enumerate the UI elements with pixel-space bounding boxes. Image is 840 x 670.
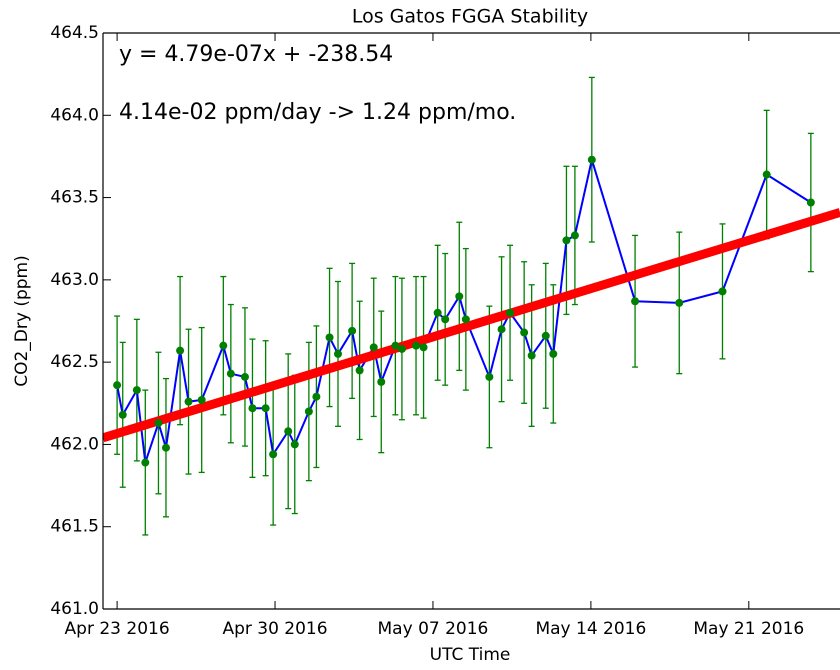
data-point (132, 386, 141, 395)
data-point (269, 450, 278, 459)
annotation: 4.14e-02 ppm/day -> 1.24 ppm/mo. (119, 100, 516, 125)
data-point (441, 315, 450, 324)
data-point (506, 308, 515, 317)
plot-area (103, 76, 840, 536)
data-point (312, 392, 321, 401)
data-point (290, 440, 299, 449)
y-axis-label: CO2_Dry (ppm) (12, 255, 32, 387)
data-point (219, 341, 228, 350)
data-point (527, 351, 536, 360)
data-point (284, 427, 293, 436)
x-tick-label: May 07 2016 (378, 619, 489, 639)
data-point (562, 236, 571, 245)
annotation: y = 4.79e-07x + -238.54 (119, 42, 393, 67)
data-point (113, 381, 122, 390)
data-point (433, 308, 442, 317)
data-point (377, 377, 386, 386)
data-point (541, 331, 550, 340)
data-point (461, 315, 470, 324)
data-point (248, 404, 257, 413)
data-point (355, 366, 364, 375)
data-point (806, 198, 815, 207)
data-point (587, 155, 596, 164)
data-point (161, 443, 170, 452)
data-point (154, 419, 163, 428)
data-point (261, 404, 270, 413)
data-point (455, 292, 464, 301)
chart-title: Los Gatos FGGA Stability (352, 6, 588, 28)
data-point (197, 395, 206, 404)
data-point (118, 410, 127, 419)
data-point (631, 297, 640, 306)
data-point (334, 349, 343, 358)
data-point (397, 344, 406, 353)
data-point (226, 369, 235, 378)
data-point (762, 170, 771, 179)
x-tick-label: Apr 23 2016 (65, 619, 170, 639)
data-point (325, 333, 334, 342)
data-point (520, 328, 529, 337)
y-tick-label: 461.0 (50, 599, 99, 619)
fit-line (103, 208, 840, 443)
x-tick-label: Apr 30 2016 (222, 619, 327, 639)
data-point (570, 231, 579, 240)
data-point (675, 298, 684, 307)
y-tick-label: 462.0 (50, 434, 99, 454)
y-tick-label: 463.0 (50, 270, 99, 290)
x-axis-label: UTC Time (430, 645, 511, 665)
data-point (240, 372, 249, 381)
data-point (497, 325, 506, 334)
y-tick-label: 463.5 (50, 188, 99, 208)
data-point (141, 458, 150, 467)
data-point (391, 341, 400, 350)
data-point (485, 372, 494, 381)
data-point (184, 397, 193, 406)
data-point (549, 349, 558, 358)
data-point (412, 341, 421, 350)
data-point (718, 287, 727, 296)
data-point (176, 346, 185, 355)
y-tick-label: 462.5 (50, 352, 99, 372)
data-point (348, 326, 357, 335)
y-tick-label: 464.0 (50, 105, 99, 125)
data-point (304, 407, 313, 416)
data-point (419, 343, 428, 352)
x-tick-label: May 14 2016 (535, 619, 646, 639)
x-tick-label: May 21 2016 (693, 619, 804, 639)
data-point (369, 343, 378, 352)
y-tick-label: 464.5 (50, 23, 99, 43)
y-tick-label: 461.5 (50, 517, 99, 537)
